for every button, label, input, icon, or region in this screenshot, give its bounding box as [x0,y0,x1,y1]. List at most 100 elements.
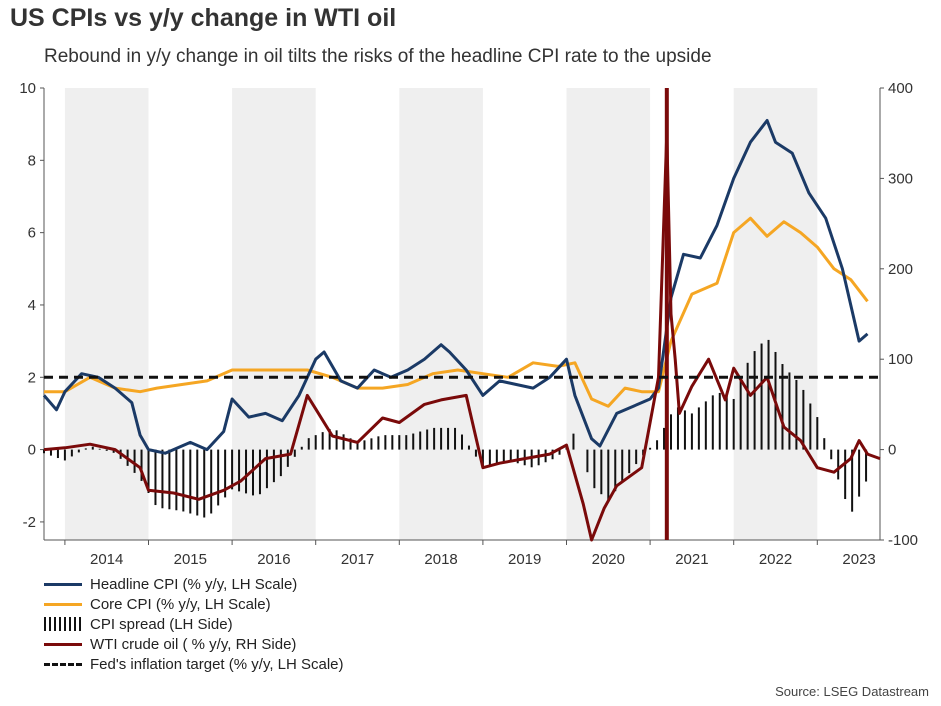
spread-bar [349,438,352,450]
spread-bar [614,449,617,492]
spread-bar [293,449,296,457]
spread-bar [725,395,728,450]
spread-bar [481,449,484,468]
wti-oil-line [43,131,881,542]
right-axis-tick-label: 100 [888,351,913,368]
left-axis-tick-label: 2 [28,369,36,386]
spread-bar [697,407,700,450]
spread-bar [210,449,213,514]
spread-bar [670,414,672,450]
spread-bar [147,449,150,493]
spread-bar [433,427,436,450]
spread-bar [398,435,401,450]
spread-bar [370,438,373,450]
spread-bar [788,372,791,450]
spread-bar [314,435,317,450]
chart-title: US CPIs vs y/y change in WTI oil [10,4,397,32]
spread-bar [43,449,45,454]
spread-bar [690,413,693,450]
spread-bar [509,449,512,462]
x-axis-tick-label: 2020 [592,551,625,568]
spread-bar [718,392,721,450]
spread-bar [98,448,101,450]
spread-bar [161,449,164,509]
spread-bar [802,389,805,450]
spread-bar [635,449,638,465]
spread-bar [112,449,115,453]
spread-bar [77,449,80,453]
spread-bar [621,449,624,483]
legend-label-headline: Headline CPI (% y/y, LH Scale) [90,575,298,593]
spread-bar [656,440,659,450]
spread-bar [238,449,241,492]
spread-bar [461,434,463,450]
spread-bar [858,449,861,497]
legend-item-core: Core CPI (% y/y, LH Scale) [44,594,344,614]
spread-bar [467,445,470,450]
spread-bar [49,449,52,456]
right-axis-tick-label: 400 [888,80,913,97]
spread-bar [663,427,666,450]
spread-bar [809,403,812,450]
spread-bar [586,449,589,473]
spread-bar [558,449,561,455]
spread-bar [816,417,819,450]
spread-bar [739,380,742,450]
spread-bar [258,449,261,495]
spread-bar [217,449,220,506]
legend-label-core: Core CPI (% y/y, LH Scale) [90,595,271,613]
right-axis-tick-label: 300 [888,170,913,187]
spread-bar [447,427,450,450]
spread-bar [516,449,519,464]
spread-bar [231,449,234,490]
spread-bar [154,449,157,506]
spread-bar [342,434,345,450]
spread-bar [572,433,575,450]
spread-bar [265,449,268,489]
spread-bar [704,401,707,450]
spread-bar [412,433,415,450]
spread-bar [279,449,282,477]
spread-bar [488,449,491,466]
spread-bar [328,429,331,450]
spread-bar [182,449,185,512]
spread-bar [830,449,833,460]
legend-swatch-wti [44,642,82,646]
spread-bar [593,449,596,489]
spread-bar [454,427,457,450]
spread-bar [795,379,798,450]
spread-bar [384,435,387,450]
spread-bar [440,427,443,450]
year-shade-band [399,88,483,540]
spread-bar [84,448,87,450]
spread-bar [252,449,254,496]
right-axis-tick-label: -100 [888,532,918,549]
spread-bar [175,449,178,511]
spread-bar [63,449,66,461]
x-axis-tick-label: 2022 [759,551,792,568]
spread-bar [760,343,763,450]
spread-bar [676,407,679,450]
left-axis-tick-label: -2 [23,514,36,531]
spread-bar [865,449,868,482]
legend-item-headline: Headline CPI (% y/y, LH Scale) [44,574,344,594]
spread-bar [356,442,359,450]
spread-bar [321,432,324,450]
spread-bar [823,438,826,450]
spread-bar [363,440,366,450]
spread-bar [551,449,554,460]
spread-bar [203,449,206,518]
spread-bar [502,449,505,462]
spread-bar [168,449,171,510]
legend-label-target: Fed's inflation target (% y/y, LH Scale) [90,655,344,673]
spread-bar [649,447,652,450]
spread-bar [628,449,631,474]
spread-bar [335,430,338,450]
x-axis-tick-label: 2021 [675,551,708,568]
left-axis-tick-label: 0 [28,442,36,459]
spread-bar [56,449,59,459]
legend-swatch-spread [44,617,82,631]
right-axis-tick-label: 0 [888,442,896,459]
spread-bar [300,446,303,450]
